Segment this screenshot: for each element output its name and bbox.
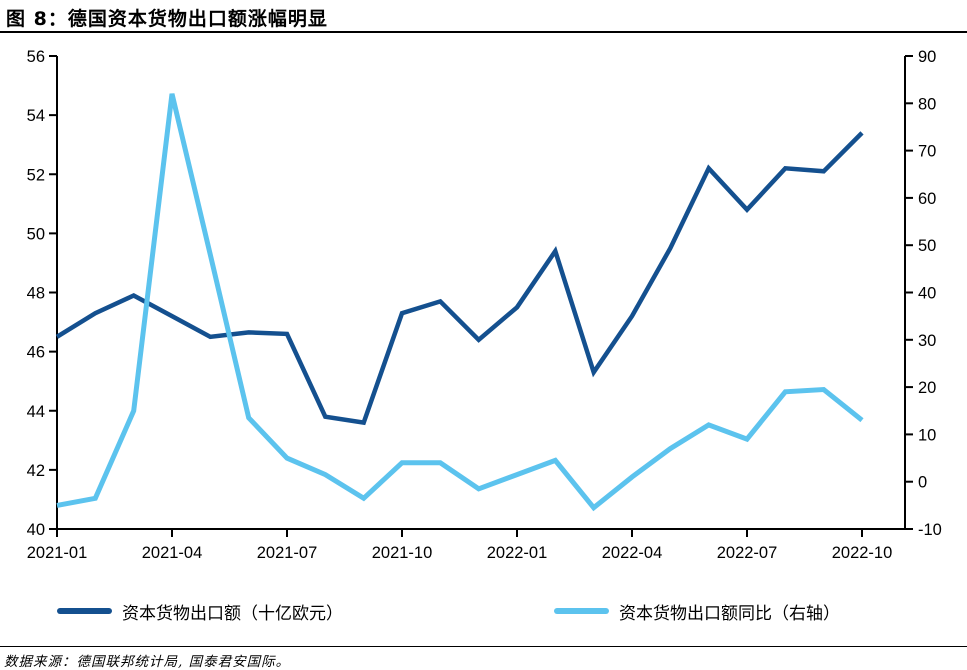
right-axis-tick-label: 0 [918, 474, 927, 492]
left-axis-tick-label: 42 [27, 462, 45, 480]
legend-swatch-exports [57, 608, 112, 614]
x-axis-tick-label: 2022-07 [717, 544, 778, 562]
right-axis-tick-label: -10 [918, 521, 942, 539]
right-axis-tick-label: 10 [918, 426, 936, 444]
chart-legend: 资本货物出口额（十亿欧元） 资本货物出口额同比（右轴） [0, 598, 967, 624]
left-axis-tick-label: 48 [27, 285, 45, 303]
data-source-note: 数据来源：德国联邦统计局, 国泰君安国际。 [4, 654, 291, 670]
legend-swatch-yoy [554, 608, 609, 614]
footer-rule [0, 646, 967, 647]
left-axis-tick-label: 46 [27, 344, 45, 362]
right-axis-tick-label: 40 [918, 285, 936, 303]
right-axis-tick-label: 30 [918, 332, 936, 350]
right-axis-tick-label: 80 [918, 95, 936, 113]
x-axis-tick-label: 2022-10 [832, 544, 893, 562]
right-axis-tick-label: 50 [918, 237, 936, 255]
right-axis-tick-label: 70 [918, 143, 936, 161]
x-axis-tick-label: 2021-07 [257, 544, 318, 562]
left-axis-tick-label: 56 [27, 48, 45, 66]
x-axis-tick-label: 2021-01 [27, 544, 88, 562]
left-axis-tick-label: 40 [27, 521, 45, 539]
legend-label-exports: 资本货物出口额（十亿欧元） [122, 603, 343, 623]
right-axis-tick-label: 20 [918, 379, 936, 397]
series-line-yoy [56, 93, 864, 512]
left-axis-tick-label: 54 [27, 107, 45, 125]
title-underline [0, 31, 967, 33]
legend-item-yoy: 资本货物出口额同比（右轴） [554, 598, 840, 624]
series-line-exports [55, 131, 864, 426]
right-axis-tick-label: 90 [918, 48, 936, 66]
chart-area: 56 54 52 50 48 46 44 42 40 90 80 70 60 50 40 30 20 10 0 -10… [27, 48, 942, 562]
left-axis-tick-label: 44 [27, 403, 45, 421]
left-axis-tick-label: 52 [27, 166, 45, 184]
x-axis-tick-label: 2022-04 [602, 544, 663, 562]
page-title: 图 8：德国资本货物出口额涨幅明显 [6, 8, 328, 30]
x-axis-tick-label: 2022-01 [487, 544, 548, 562]
x-axis-tick-label: 2021-04 [142, 544, 203, 562]
legend-item-exports: 资本货物出口额（十亿欧元） [57, 598, 343, 624]
legend-label-yoy: 资本货物出口额同比（右轴） [619, 603, 840, 623]
left-axis-tick-label: 50 [27, 225, 45, 243]
right-axis-tick-label: 60 [918, 190, 936, 208]
line-chart: 56 54 52 50 48 46 44 42 40 90 80 70 60 50 40 30 20 10 0 -10… [27, 48, 942, 562]
x-axis-tick-label: 2021-10 [372, 544, 433, 562]
